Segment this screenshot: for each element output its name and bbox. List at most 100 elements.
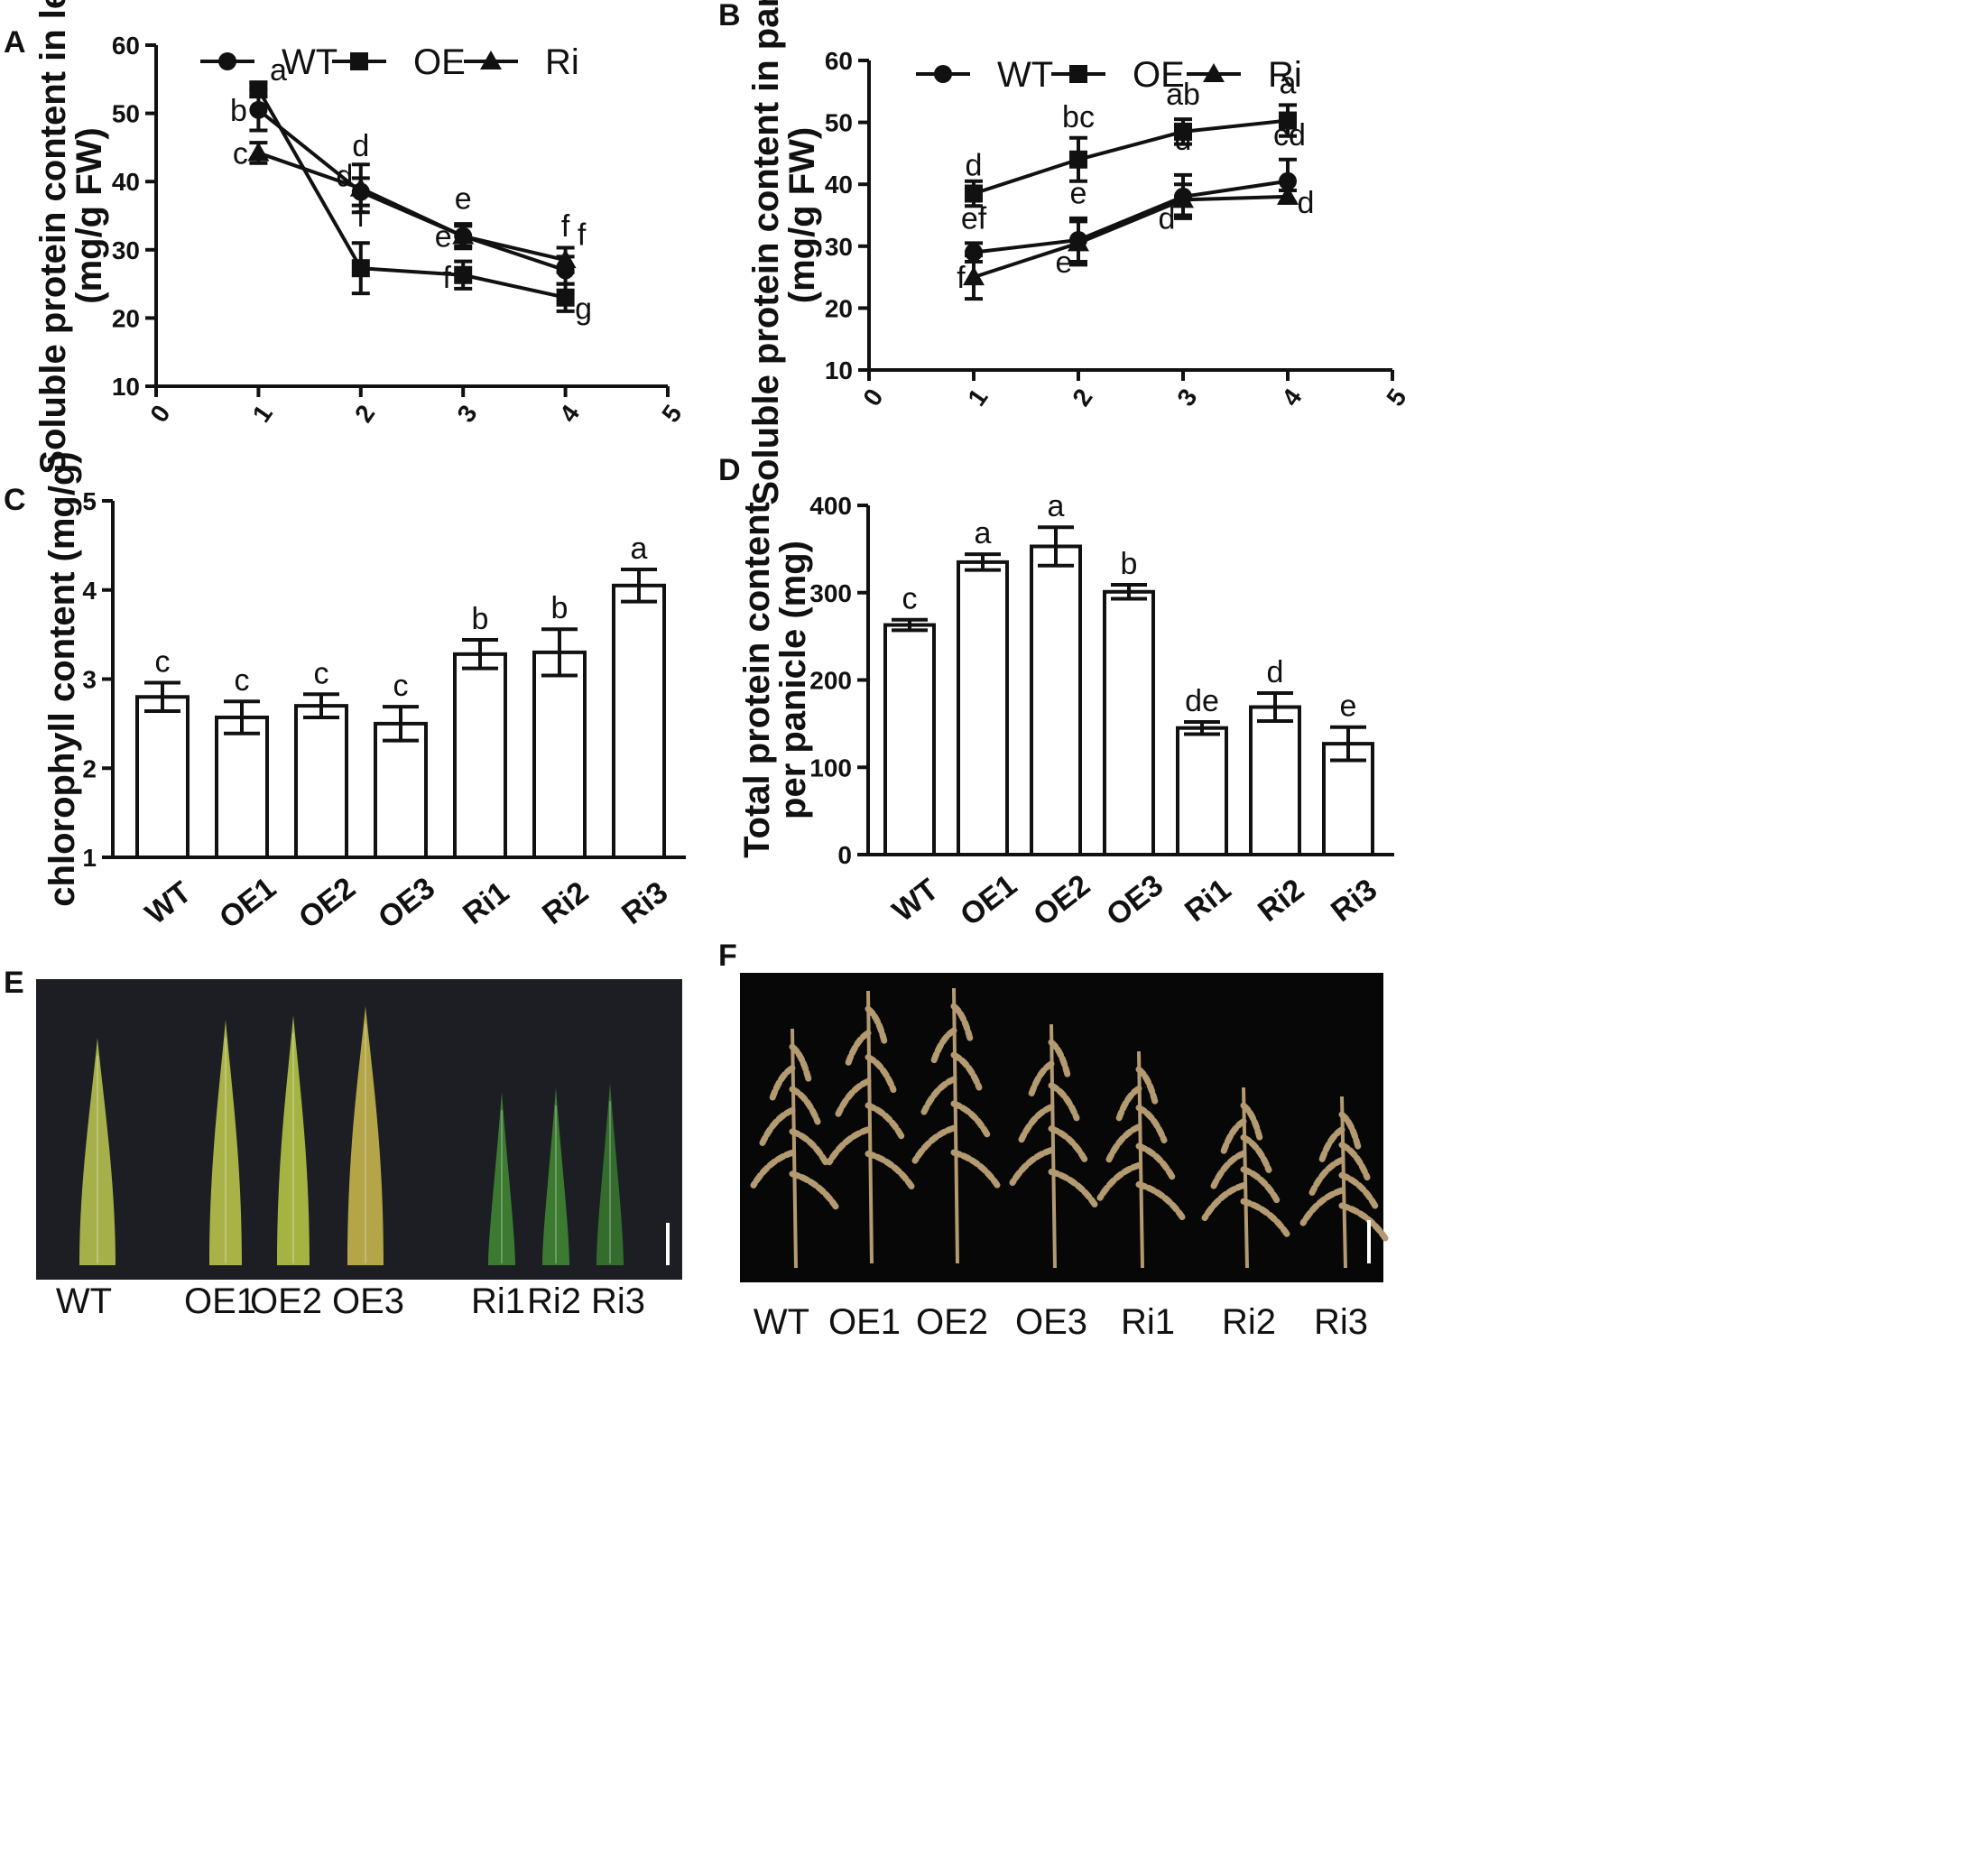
x-tick-label: 3	[451, 400, 482, 428]
panicle-branch	[1048, 1039, 1071, 1078]
photo-label: OE1	[828, 1302, 901, 1342]
significance-letter: e	[1070, 176, 1087, 210]
panicle-branch	[759, 1106, 796, 1146]
data-point-OE	[965, 184, 983, 203]
y-tick-label: 0	[837, 841, 852, 869]
y-tick-label: 50	[112, 100, 140, 128]
series-line-Ri	[257, 151, 567, 263]
panel-a-line-chart: A 10 20 30 40 50 60 0 1 2 3 4 5 Soluble protein conte…	[4, 0, 688, 475]
x-tick-label: 2	[1067, 384, 1097, 412]
data-point-Ri	[1068, 232, 1089, 252]
panicle-branch	[950, 1003, 974, 1042]
data-point-Ri	[1172, 189, 1194, 208]
y-tick-label: 10	[112, 373, 140, 401]
panel-f-panicle-photo: F WT OE1 OE2 OE3 Ri1 Ri2 Ri3	[718, 939, 1389, 1342]
panel-letter: E	[4, 966, 24, 1000]
significance-letter: c	[233, 136, 248, 171]
bar-OE2	[1030, 544, 1082, 856]
y-tick-label: 20	[825, 294, 853, 322]
series-line-OE	[256, 88, 567, 300]
legend-marker	[934, 65, 952, 83]
bar-OE1	[957, 560, 1009, 856]
panicle-branch	[1299, 1187, 1345, 1226]
series-line-WT	[973, 179, 1289, 254]
data-point-Ri	[247, 142, 270, 162]
y-tick-label: 5	[82, 487, 97, 515]
panicle-branch	[844, 1030, 872, 1069]
panel-letter: A	[4, 25, 26, 60]
photo-background	[740, 973, 1383, 1282]
panicle-branch	[1114, 1085, 1142, 1124]
bar-WT	[883, 623, 936, 856]
bar-Ri1	[453, 652, 507, 859]
data-point-WT	[249, 100, 268, 119]
panicle-branch	[1240, 1166, 1281, 1206]
y-tick-label: 10	[825, 356, 853, 384]
significance-letter: de	[1185, 684, 1219, 718]
significance-letter: c	[235, 663, 250, 698]
legend-label: Ri	[545, 42, 579, 82]
data-point-OE	[556, 288, 575, 307]
panicle-branch	[1105, 1124, 1142, 1163]
panicle-branch	[1009, 1147, 1055, 1187]
panicle-branch	[911, 1124, 957, 1164]
y-axis-title-units: (mg/g FW)	[69, 127, 109, 304]
category-label: OE1	[954, 868, 1023, 933]
data-point-WT	[1279, 171, 1297, 190]
panicle-branch	[865, 1102, 906, 1142]
y-tick-label: 300	[809, 579, 852, 607]
significance-letter: d	[966, 148, 983, 182]
data-point-Ri	[1277, 185, 1299, 205]
legend-marker	[1203, 63, 1225, 82]
panicle-branch	[1338, 1142, 1371, 1181]
x-tick-label: 1	[247, 400, 278, 428]
data-point-OE	[1174, 122, 1192, 141]
significance-letter: d	[336, 160, 353, 194]
panicle-branch	[789, 1128, 830, 1168]
panicle-branch	[1318, 1126, 1345, 1166]
y-tick-label: 3	[82, 666, 97, 694]
significance-letter: a	[1280, 67, 1297, 101]
photo-label: Ri2	[527, 1281, 581, 1321]
photo-label: Ri3	[591, 1281, 645, 1321]
category-label: OE1	[213, 871, 282, 936]
significance-letter: d	[1267, 655, 1284, 689]
panicle-branch	[1048, 1125, 1089, 1165]
y-axis-title: Total protein content	[737, 502, 777, 858]
y-tick-label: 60	[825, 47, 853, 75]
photo-label: Ri1	[471, 1281, 525, 1321]
significance-letter: f	[442, 261, 451, 295]
bar-OE3	[1103, 589, 1155, 856]
x-tick-label: 5	[656, 400, 687, 428]
y-tick-label: 60	[112, 32, 140, 60]
bar-OE3	[374, 721, 428, 859]
panicle-branch	[950, 1149, 1001, 1189]
leaf-Ri3	[596, 1083, 624, 1265]
bar-OE1	[215, 715, 269, 860]
legend-label: OE	[1133, 55, 1185, 95]
panicle-branch	[1240, 1133, 1272, 1173]
significance-letter: e	[1056, 245, 1073, 280]
significance-letter: bc	[1062, 100, 1095, 134]
x-tick-label: 4	[1276, 384, 1308, 412]
panicle-branch	[789, 1170, 839, 1210]
photo-label: OE2	[916, 1302, 988, 1342]
category-label: Ri1	[457, 875, 515, 932]
panicle-branch	[1048, 1082, 1080, 1122]
panicle-branch	[950, 1051, 983, 1091]
x-tick-label: 0	[144, 400, 175, 428]
y-tick-label: 100	[809, 754, 852, 782]
y-tick-label: 40	[825, 171, 853, 199]
x-tick-label: 4	[554, 400, 586, 428]
significance-letter: f	[578, 217, 587, 252]
panicle-branch	[1338, 1171, 1380, 1211]
category-label: OE2	[292, 871, 362, 936]
y-tick-label: 30	[112, 236, 140, 264]
panicle-stem-Ri3	[1340, 1096, 1347, 1269]
panicle-branch	[1135, 1105, 1168, 1144]
significance-letter: b	[551, 591, 569, 625]
category-label: WT	[886, 872, 945, 929]
significance-letter: a	[631, 532, 648, 566]
x-tick-label: 0	[857, 384, 888, 412]
y-axis-title: Soluble protein content in leaf	[33, 0, 73, 475]
